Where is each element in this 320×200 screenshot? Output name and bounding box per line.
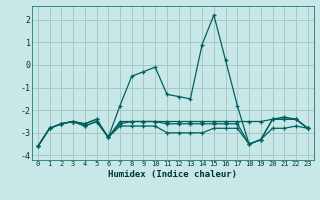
X-axis label: Humidex (Indice chaleur): Humidex (Indice chaleur)	[108, 170, 237, 179]
